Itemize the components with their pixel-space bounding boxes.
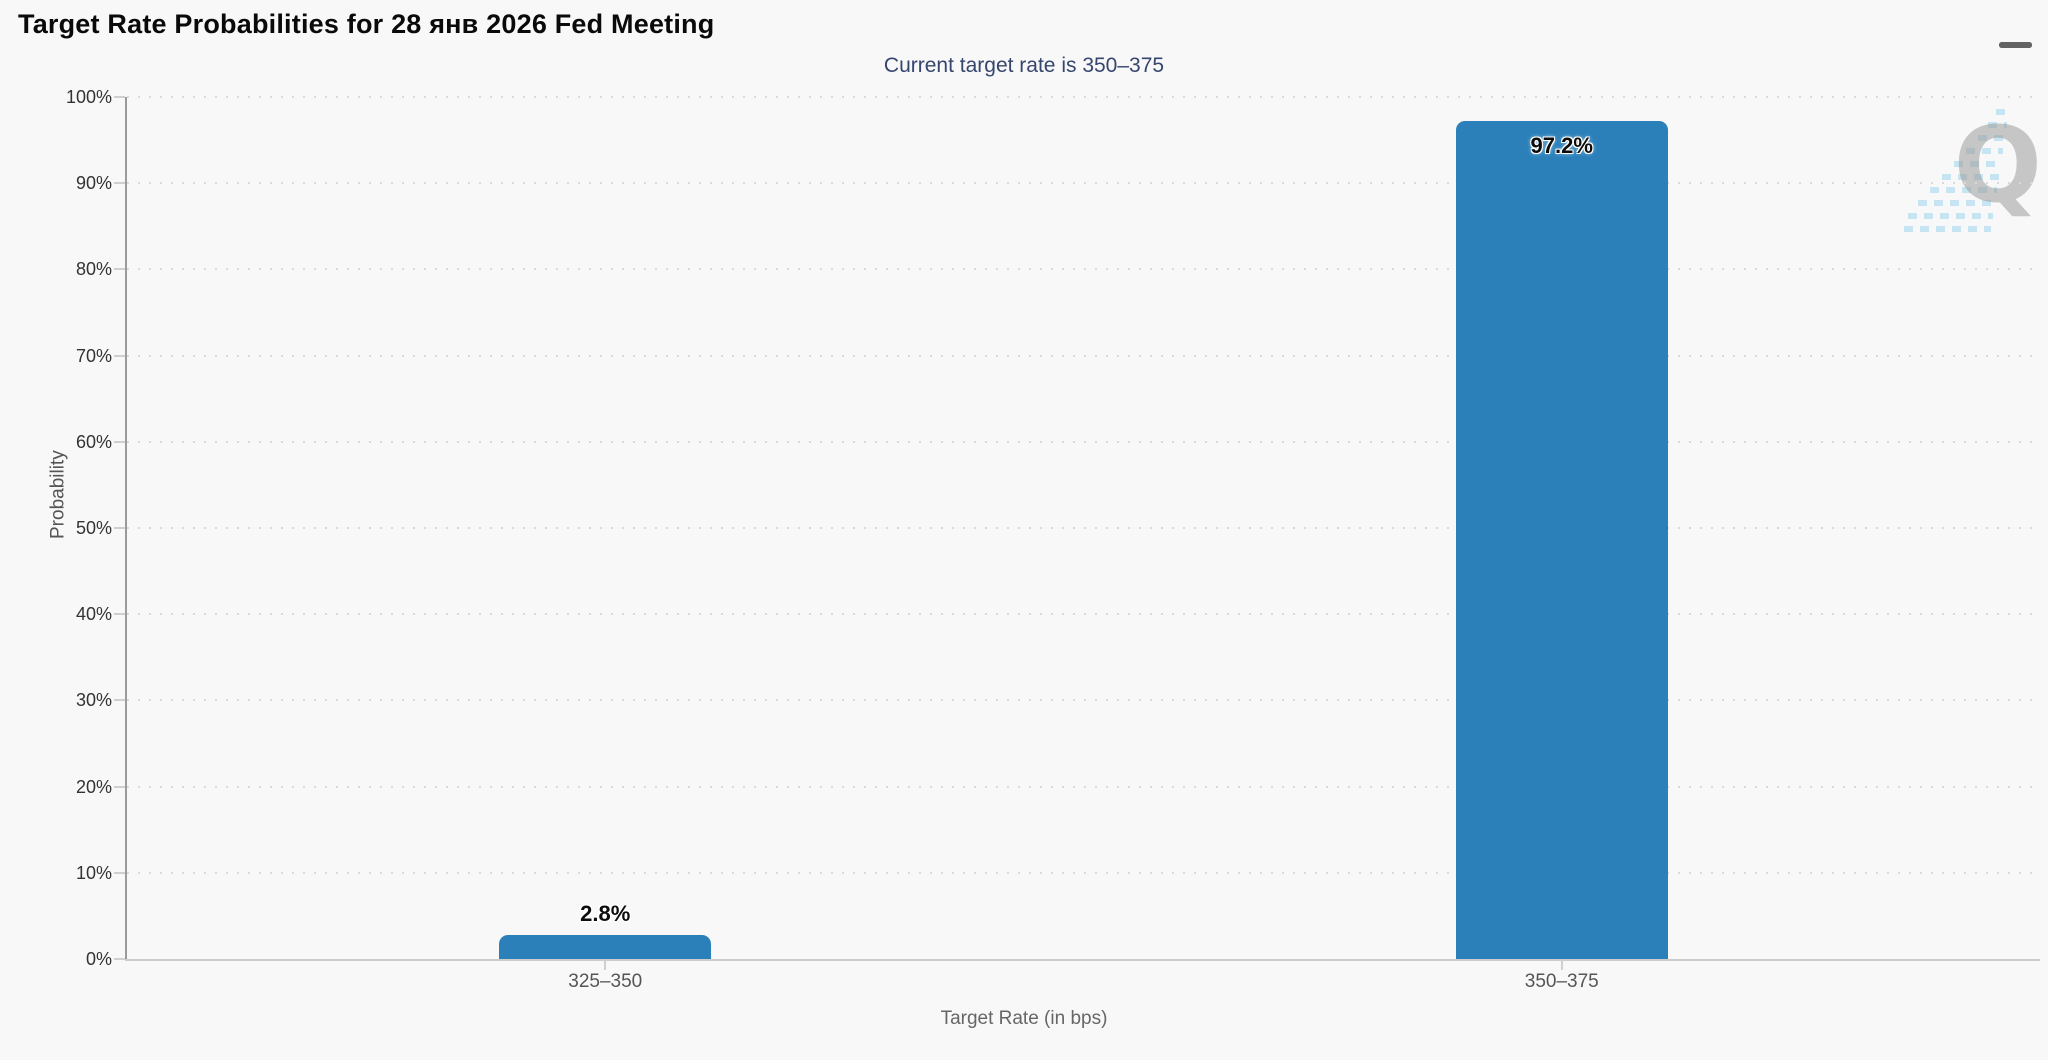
y-tick-label: 20%	[75, 776, 112, 797]
y-tick	[114, 871, 125, 874]
y-tick	[114, 96, 125, 98]
y-tick	[114, 268, 125, 271]
bar-350–375[interactable]	[1455, 121, 1668, 959]
y-tick-label: 100%	[65, 87, 112, 107]
y-tick-label: 50%	[75, 518, 112, 538]
y-tick-label: 30%	[75, 690, 112, 711]
y-tick-label: 10%	[75, 862, 112, 883]
y-tick	[114, 354, 125, 357]
y-tick	[114, 440, 125, 443]
y-tick-label: 40%	[75, 604, 112, 625]
y-axis-line	[125, 97, 127, 959]
y-tick	[114, 958, 125, 960]
x-category-label: 325–350	[568, 971, 643, 992]
y-tick-label: 70%	[75, 345, 112, 366]
y-tick-label: 0%	[85, 949, 112, 969]
y-gridline	[127, 785, 2040, 788]
y-gridline	[127, 613, 2040, 616]
y-gridline	[127, 527, 2040, 529]
y-tick-label: 90%	[75, 173, 112, 194]
y-tick-label: 80%	[75, 259, 112, 280]
y-tick	[114, 699, 125, 702]
page-title: Target Rate Probabilities for 28 янв 202…	[18, 9, 715, 39]
y-tick	[114, 527, 125, 529]
x-tick	[1560, 959, 1563, 970]
x-axis-title: Target Rate (in bps)	[940, 1008, 1108, 1029]
bar-value-label: 97.2%	[1530, 133, 1593, 159]
y-gridline	[127, 699, 2040, 702]
y-gridline	[127, 182, 2040, 185]
y-gridline	[127, 268, 2040, 271]
chart-subtitle: Current target rate is 350–375	[883, 54, 1165, 77]
y-gridline	[127, 871, 2040, 874]
x-tick	[604, 959, 607, 970]
bar-325–350[interactable]	[499, 934, 712, 959]
y-gridline	[127, 96, 2040, 98]
y-tick	[114, 182, 125, 185]
plot-area: 0% 10% 20% 30% 40% 50% 60% 70% 80% 90% 100% 2.8% 325…	[66, 88, 2040, 992]
y-tick-label: 60%	[75, 431, 112, 452]
x-axis-line	[125, 959, 2040, 961]
x-category-label: 350–375	[1524, 971, 1599, 992]
y-axis-title: Probability	[47, 450, 69, 539]
y-tick	[114, 785, 125, 788]
bar-value-label: 2.8%	[580, 900, 631, 926]
chart-menu-button[interactable]	[1999, 18, 2032, 48]
y-tick	[114, 613, 125, 616]
y-gridline	[127, 440, 2040, 443]
y-gridline	[127, 354, 2040, 357]
